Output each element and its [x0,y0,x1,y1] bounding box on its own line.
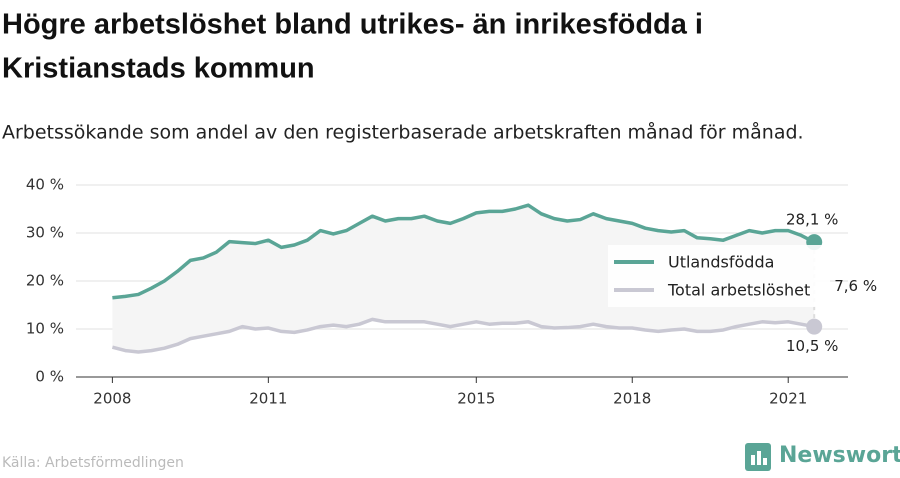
logo-bar [757,451,761,465]
end-point [806,318,823,335]
logo: Newsworthy [745,443,900,471]
x-tick-label: 2011 [249,390,287,408]
legend: Utlandsfödda Total arbetslöshet [608,245,830,307]
legend-label: Total arbetslöshet [667,281,810,300]
x-tick-label: 2008 [93,390,131,408]
gap-area [112,205,815,353]
y-tick-label: 20 % [26,272,64,290]
series-line [111,317,815,354]
legend-label: Utlandsfödda [668,253,774,272]
y-tick-label: 40 % [26,176,64,194]
legend-box [608,245,830,307]
end-label: 10,5 % [786,337,838,355]
series-line [112,203,816,300]
y-tick-label: 30 % [26,224,64,242]
chart-title: Kristianstads kommun [2,53,315,85]
y-tick-label: 0 % [35,368,64,386]
source: Källa: Arbetsförmedlingen [2,455,184,471]
chart-title: Högre arbetslöshet bland utrikes- än inr… [2,9,703,41]
brand: Newsworthy [779,443,900,468]
x-tick-label: 2021 [769,390,807,408]
logo-bar [763,458,767,465]
y-tick-label: 10 % [26,320,64,338]
logo-bar [751,455,755,465]
chart-subtitle: Arbetssökande som andel av den registerb… [2,121,804,144]
x-tick-label: 2018 [613,390,651,408]
x-tick-label: 2015 [457,390,495,408]
end-label: 28,1 % [786,211,838,229]
difference-label: 7,6 % [834,277,877,295]
